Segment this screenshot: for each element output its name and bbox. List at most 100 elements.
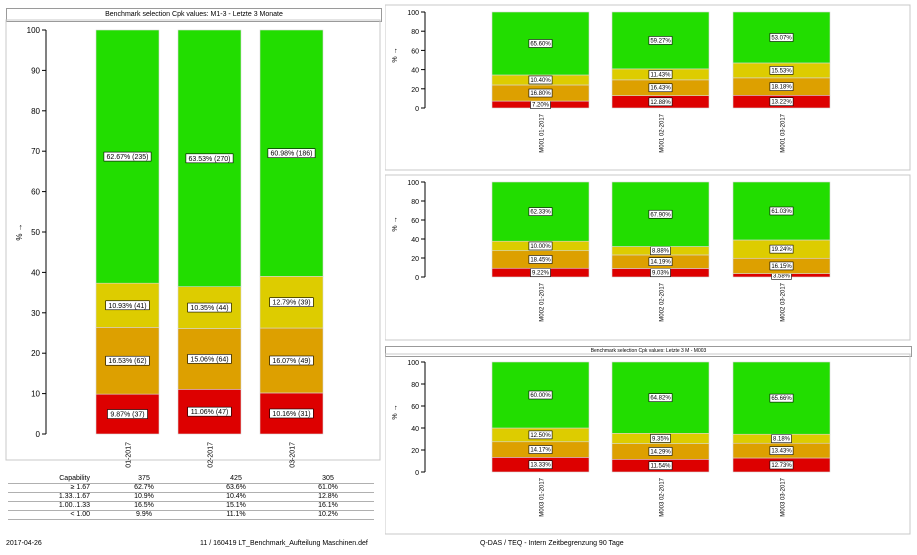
x-tick-label: M003 01-2017: [540, 477, 546, 516]
y-tick-label: 20: [411, 448, 419, 455]
data-label: 11.43%: [651, 72, 672, 78]
data-label: 9.87% (37): [110, 412, 144, 419]
data-label-box: [528, 460, 553, 469]
data-label: 67.90%: [650, 212, 671, 218]
table-cell: 15.1%: [190, 501, 282, 511]
table-row: 1.33..1.67 10.9% 10.4% 12.8%: [8, 492, 374, 502]
data-label-box: [528, 75, 553, 85]
data-label: 16.15%: [771, 264, 792, 270]
x-tick-label: 02-2017: [208, 442, 215, 468]
x-tick-label: M001 01-2017: [540, 113, 546, 152]
y-tick-label: 100: [27, 26, 41, 35]
data-label-box: [769, 206, 794, 216]
data-label-box: [769, 460, 794, 470]
data-label: 16.80%: [530, 91, 551, 97]
data-label: 13.22%: [771, 100, 792, 106]
data-label: 14.29%: [650, 449, 671, 455]
row-label: 1.00..1.33: [8, 501, 98, 511]
y-tick-label: 80: [31, 107, 40, 116]
chart-frame: [385, 353, 911, 535]
data-label: 9.35%: [652, 436, 670, 442]
x-tick-label: M001 02-2017: [660, 113, 666, 152]
y-tick-label: 20: [411, 256, 419, 263]
y-tick-label: 80: [411, 29, 419, 36]
data-label: 15.06% (64): [190, 356, 228, 363]
data-label-box: [528, 241, 553, 251]
data-label-box: [769, 393, 794, 403]
chart-frame: [385, 174, 911, 341]
capability-header-row: Capability 375 425 305: [8, 475, 374, 484]
row-label: ≥ 1.67: [8, 483, 98, 493]
data-label: 10.35% (44): [190, 305, 228, 312]
m003-chart-title: Benchmark selection Cpk values: Letzte 3…: [385, 346, 912, 357]
data-label: 62.67% (235): [106, 154, 148, 161]
data-label: 16.07% (49): [272, 358, 310, 365]
y-axis-label: % →: [392, 47, 399, 62]
data-label-box: [105, 355, 150, 366]
data-label: 16.53% (62): [108, 358, 146, 365]
y-tick-label: 30: [31, 309, 40, 318]
table-cell: 61.0%: [282, 483, 374, 493]
data-label-box: [769, 261, 794, 271]
data-label: 7.20%: [532, 103, 550, 109]
capability-header: Capability: [8, 475, 98, 484]
y-tick-label: 20: [31, 349, 40, 358]
x-tick-label: M002 02-2017: [660, 282, 666, 321]
data-label: 8.18%: [773, 437, 791, 443]
data-label-box: [648, 209, 673, 219]
y-tick-label: 70: [31, 147, 40, 156]
data-label-box: [648, 447, 673, 456]
y-tick-label: 60: [411, 404, 419, 411]
data-label-box: [269, 408, 314, 419]
data-label: 62.33%: [530, 210, 551, 216]
y-tick-label: 90: [31, 66, 40, 75]
y-tick-label: 0: [415, 470, 419, 477]
y-tick-label: 60: [411, 218, 419, 225]
table-cell: 10.9%: [98, 492, 190, 502]
data-label: 15.53%: [771, 68, 792, 74]
data-label: 61.03%: [771, 209, 792, 215]
data-label-box: [528, 39, 553, 48]
data-label-box: [648, 83, 673, 93]
y-tick-label: 100: [407, 360, 419, 367]
chart-frame: [385, 4, 911, 171]
data-label: 10.16% (31): [272, 411, 310, 418]
data-label: 10.40%: [530, 78, 551, 84]
x-tick-label: M003 03-2017: [781, 477, 787, 516]
data-label: 9.22%: [532, 271, 550, 277]
m001-stacked-bar-chart: 0 20 40 60 80 100 % → 7.20% 16.80% 10.40% 65.60% M0…: [385, 4, 911, 171]
main-stacked-bar-chart: 0 10 20 30 40 50 60 70 80 90 100 % → 9.87% (37) 16.53…: [5, 19, 381, 468]
data-label: 59.27%: [650, 38, 671, 44]
m002-stacked-bar-chart: 0 20 40 60 80 100 % → 9.22% 18.45% 10.00% 62.33% M0…: [385, 174, 911, 341]
data-label-box: [769, 33, 794, 42]
y-tick-label: 80: [411, 382, 419, 389]
y-tick-label: 0: [36, 430, 41, 439]
y-tick-label: 0: [415, 275, 419, 282]
table-cell: 12.8%: [282, 492, 374, 502]
data-label: 12.73%: [771, 463, 792, 469]
table-row: < 1.00 9.9% 11.1% 10.2%: [8, 510, 374, 520]
data-label-box: [650, 434, 671, 443]
data-label-box: [103, 151, 152, 162]
data-label: 9.03%: [652, 271, 670, 277]
data-label-box: [771, 434, 792, 444]
y-axis-label: % →: [392, 404, 399, 419]
data-label-box: [648, 393, 673, 402]
data-label: 10.93% (41): [108, 303, 146, 310]
data-label: 16.43%: [650, 86, 671, 92]
y-tick-label: 20: [411, 87, 419, 94]
data-label-box: [187, 302, 232, 313]
data-label-box: [769, 97, 794, 106]
data-label-box: [648, 36, 673, 45]
data-label: 12.88%: [650, 100, 671, 106]
x-tick-label: M001 03-2017: [781, 113, 787, 152]
main-chart-title: Benchmark selection Cpk values: M1-3 - L…: [6, 8, 382, 22]
y-tick-label: 40: [411, 237, 419, 244]
data-label: 11.06% (47): [191, 409, 229, 416]
data-label: 65.60%: [530, 41, 551, 47]
data-label-box: [267, 148, 316, 158]
table-cell: 11.1%: [190, 510, 282, 520]
data-label-box: [269, 355, 314, 366]
data-label-box: [528, 88, 553, 98]
data-label: 64.82%: [650, 396, 671, 402]
